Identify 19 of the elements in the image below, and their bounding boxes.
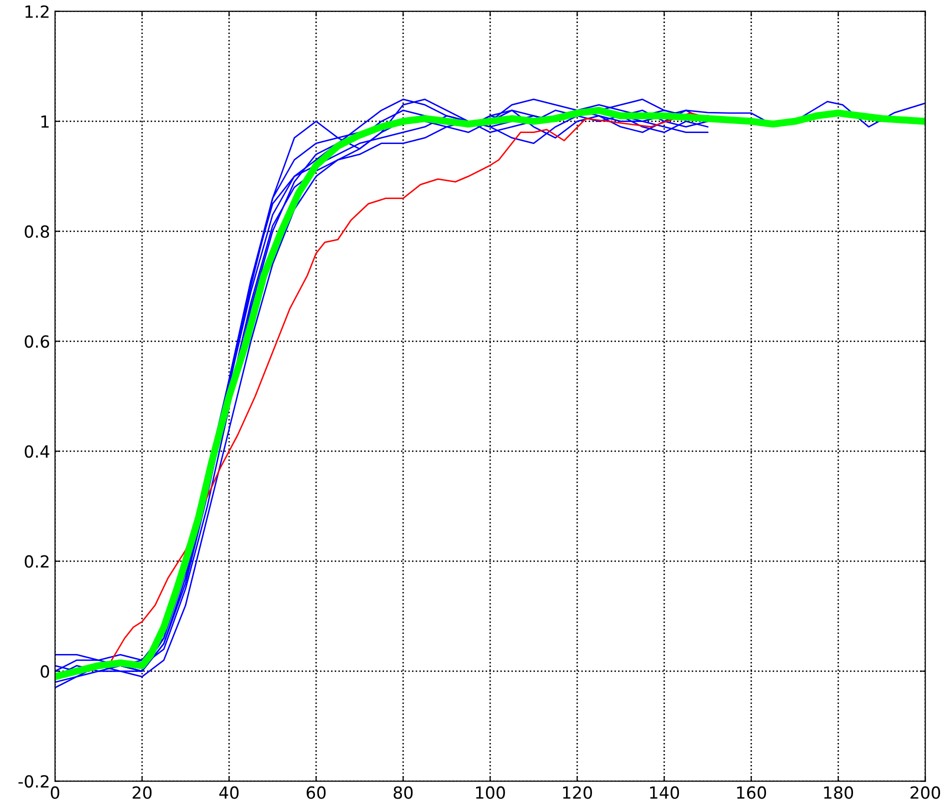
y-tick-label: 0: [40, 665, 50, 678]
y-tick-label: 0.6: [24, 335, 50, 348]
x-tick-label: 140: [650, 786, 680, 799]
x-tick-label: 20: [132, 786, 152, 799]
x-tick-label: 180: [824, 786, 854, 799]
x-tick-label: 80: [394, 786, 413, 799]
y-tick-label: 1: [41, 116, 49, 128]
x-tick-label: 40: [219, 786, 239, 799]
x-tick-label: 0: [50, 786, 60, 799]
x-tick-label: 100: [476, 786, 505, 799]
y-tick-label: 0.8: [24, 225, 50, 238]
y-tick-label: 1.2: [26, 5, 49, 18]
x-tick-label: 200: [910, 786, 940, 799]
y-tick-label: 0.4: [24, 445, 50, 458]
x-tick-label: 160: [737, 786, 766, 799]
x-tick-label: 120: [563, 786, 592, 799]
y-tick-label: -0.2: [18, 775, 49, 788]
x-tick-label: 60: [306, 786, 326, 799]
y-tick-label: 0.2: [24, 555, 49, 568]
